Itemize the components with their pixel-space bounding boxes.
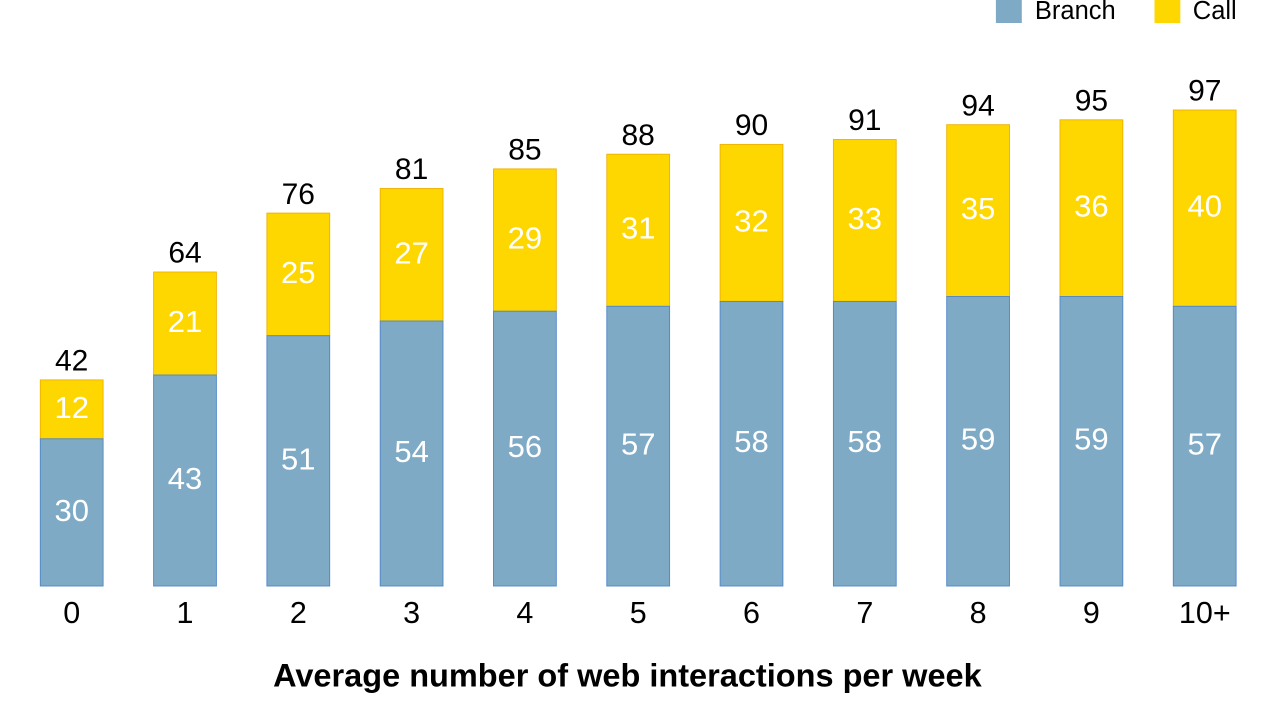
svg-text:Average number of web interact: Average number of web interactions per w… [273,658,983,694]
svg-text:0: 0 [63,596,80,630]
svg-text:97: 97 [1188,75,1221,108]
svg-text:88: 88 [622,119,655,152]
svg-text:21: 21 [168,304,202,339]
svg-text:30: 30 [54,493,88,528]
svg-text:64: 64 [168,237,201,270]
svg-text:12: 12 [54,390,88,425]
svg-text:95: 95 [1075,85,1108,118]
svg-text:59: 59 [961,422,995,457]
svg-text:90: 90 [735,109,768,142]
svg-text:31: 31 [621,211,655,246]
svg-text:2: 2 [290,596,307,630]
svg-text:42: 42 [55,345,88,378]
svg-text:5: 5 [630,596,647,630]
svg-text:32: 32 [734,203,768,238]
svg-text:10+: 10+ [1179,596,1231,630]
svg-text:Call: Call [1193,0,1237,25]
svg-text:76: 76 [282,178,315,211]
svg-text:56: 56 [508,429,542,464]
svg-text:81: 81 [395,153,428,186]
svg-text:58: 58 [848,424,882,459]
svg-text:43: 43 [168,461,202,496]
svg-text:91: 91 [848,104,881,137]
svg-text:51: 51 [281,441,315,476]
svg-text:27: 27 [394,235,428,270]
svg-text:29: 29 [508,221,542,256]
svg-text:25: 25 [281,255,315,290]
svg-text:9: 9 [1083,596,1100,630]
svg-text:59: 59 [1074,422,1108,457]
svg-text:40: 40 [1188,189,1222,224]
svg-text:58: 58 [734,424,768,459]
svg-text:54: 54 [394,434,428,469]
svg-text:33: 33 [848,201,882,236]
svg-text:3: 3 [403,596,420,630]
svg-text:4: 4 [516,596,533,630]
svg-text:8: 8 [970,596,987,630]
svg-text:94: 94 [961,89,994,122]
svg-text:85: 85 [508,134,541,167]
svg-text:1: 1 [177,596,194,630]
svg-text:57: 57 [621,427,655,462]
svg-text:35: 35 [961,191,995,226]
svg-text:7: 7 [856,596,873,630]
svg-text:57: 57 [1188,427,1222,462]
svg-text:6: 6 [743,596,760,630]
svg-text:Branch: Branch [1035,0,1116,25]
svg-text:36: 36 [1074,189,1108,224]
